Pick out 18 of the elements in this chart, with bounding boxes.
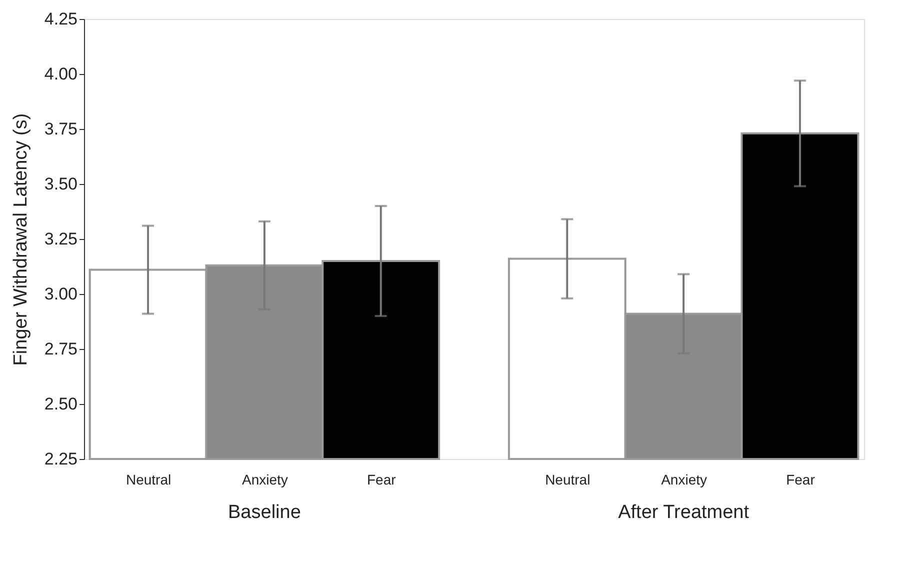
x-tick-label: Fear [366, 472, 396, 488]
y-tick-label: 2.75 [44, 340, 78, 358]
y-axis-title: Finger Withdrawal Latency (s) [10, 113, 32, 366]
x-tick-label: Neutral [545, 472, 590, 488]
y-tick-label: 2.25 [44, 450, 78, 468]
y-tick-label: 3.75 [44, 120, 78, 138]
text: After Treatment [618, 502, 750, 523]
x-tick-label: Fear [786, 472, 816, 488]
y-tick-label: 4.00 [44, 64, 78, 84]
x-tick-label: Anxiety [661, 472, 708, 488]
y-tick-label: 2.50 [44, 394, 78, 414]
y-tick-label: 4.25 [44, 10, 78, 28]
y-tick-label: 3.25 [44, 230, 78, 248]
x-tick-label: Neutral [126, 472, 172, 488]
text: Baseline [228, 502, 301, 523]
y-tick-label: 3.00 [44, 284, 78, 304]
y-tick-label: 3.50 [44, 174, 78, 194]
x-tick-label: Anxiety [242, 472, 288, 488]
